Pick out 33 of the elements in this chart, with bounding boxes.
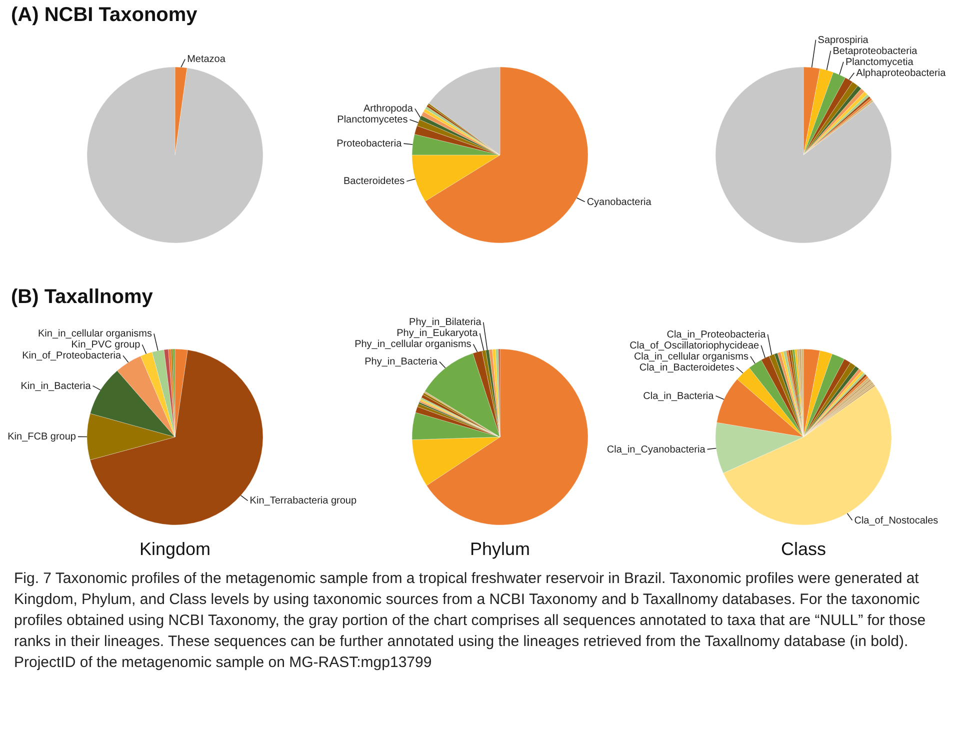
slice-label: Phy_in_Bacteria xyxy=(364,356,438,368)
text: Class xyxy=(780,539,826,559)
slice-label: Phy_in_Eukaryota xyxy=(396,328,478,340)
slice-label: Saprospiria xyxy=(818,34,869,46)
slice-label: Kin_PVC group xyxy=(71,340,141,351)
slice-label: Cyanobacteria xyxy=(586,196,652,208)
slice-label: Phy_in_Bilateria xyxy=(409,317,482,328)
slice-label: Cla_of_Nostocales xyxy=(854,515,938,526)
slice-label: Cla_in_Proteobacteria xyxy=(666,329,766,340)
caption: Fig. 7 Taxonomic profiles of the metagenomic sample from a tropical freshwater reservoir in Brazil. Taxonomic profiles were generated at Kingdom, Phylum, and Class levels by using taxonomic sources from a NCBI Taxonomy and b Taxallnomy databases. For the taxonomic profiles obtained using NCBI Taxonomy, the gray portion of the chart comprises all sequences annotated to taxa that are “NULL” for those ranks in their lineages. These sequences can be further annotated using the lineages retrieved from the Taxallnomy database (in bold). ProjectID of the metagenomic sample on MG-RAST:mgp13799 xyxy=(14,569,927,673)
slice-label: Bacteroidetes xyxy=(343,176,405,188)
slice-label: Planctomycetes xyxy=(337,114,408,126)
slice-label: Alphaproteobacteria xyxy=(856,68,946,79)
slice-label: Cla_in_cellular organisms xyxy=(634,351,748,362)
slice-label: Cla_in_Bacteria xyxy=(643,390,714,402)
text: Phylum xyxy=(470,539,530,559)
slice-label: Kin_of_Proteobacteria xyxy=(22,350,122,362)
slice-label: Arthropoda xyxy=(363,104,414,115)
slice-label: Betaproteobacteria xyxy=(832,46,918,57)
slice-label: Planctomycetia xyxy=(845,56,914,68)
slice-label: Kin_FCB group xyxy=(8,432,76,443)
slice-label: Cla_in_Bacteroidetes xyxy=(639,362,734,374)
slice-label: Cla_of_Oscillatoriophycideae xyxy=(630,340,760,352)
slice-label: Kin_in_cellular organisms xyxy=(38,328,152,340)
slice-label: Kin_in_Bacteria xyxy=(20,380,92,392)
chart-title: (A) NCBI Taxonomy xyxy=(11,4,198,26)
slice-label: Phy_in_cellular organisms xyxy=(354,339,472,350)
text: Kingdom xyxy=(139,539,211,559)
slice-label: Proteobacteria xyxy=(336,138,402,150)
slice-label: Kin_Terrabacteria group xyxy=(250,496,357,507)
slice-label: Cla_in_Cyanobacteria xyxy=(606,444,706,456)
chart-title: (B) Taxallnomy xyxy=(11,286,154,308)
slice-label: Metazoa xyxy=(187,54,226,66)
